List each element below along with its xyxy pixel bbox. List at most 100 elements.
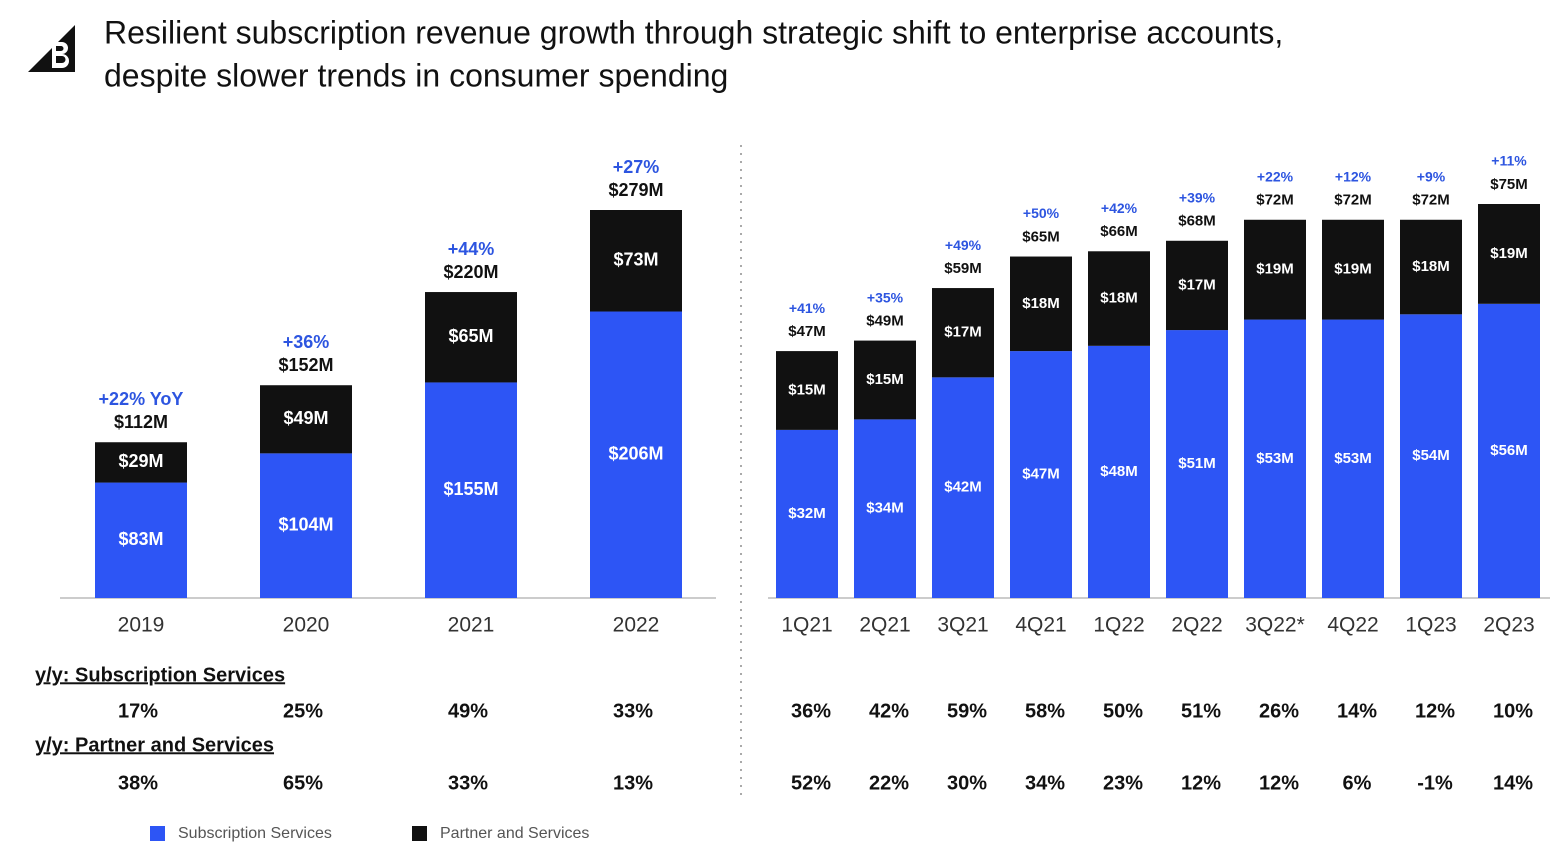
x-tick-label: 2020 bbox=[283, 614, 330, 637]
value-label: $19M bbox=[1334, 261, 1372, 278]
bar-segment bbox=[776, 429, 838, 598]
value-label: $56M bbox=[1490, 442, 1528, 459]
value-label: $206M bbox=[608, 444, 663, 464]
growth-label: +27% bbox=[613, 157, 660, 177]
bar-segment bbox=[1478, 204, 1540, 304]
x-tick-label: 1Q23 bbox=[1405, 614, 1456, 637]
x-tick-label: 1Q21 bbox=[781, 614, 832, 637]
legend-swatch bbox=[412, 826, 427, 841]
value-label: $47M bbox=[1022, 466, 1060, 483]
value-label: $18M bbox=[1412, 258, 1450, 275]
bar-segment bbox=[1166, 330, 1228, 598]
row-value: 10% bbox=[1493, 700, 1533, 722]
total-label: $59M bbox=[944, 260, 982, 277]
value-label: $32M bbox=[788, 505, 826, 522]
x-tick-label: 3Q22* bbox=[1245, 614, 1305, 637]
growth-label: +39% bbox=[1179, 189, 1216, 205]
bar-segment bbox=[260, 385, 352, 454]
growth-label: +41% bbox=[789, 300, 826, 316]
row-value: 14% bbox=[1493, 772, 1533, 794]
row-value: 25% bbox=[283, 700, 323, 722]
bar-segment bbox=[425, 292, 517, 383]
row-value: 59% bbox=[947, 700, 987, 722]
value-label: $17M bbox=[944, 324, 982, 341]
logo bbox=[28, 25, 75, 72]
bar-segment bbox=[932, 288, 994, 378]
value-label: $65M bbox=[448, 326, 493, 346]
row-value: 34% bbox=[1025, 772, 1065, 794]
row-value: 50% bbox=[1103, 700, 1143, 722]
value-label: $53M bbox=[1334, 450, 1372, 467]
total-label: $72M bbox=[1334, 192, 1372, 209]
value-label: $73M bbox=[613, 250, 658, 270]
growth-label: +11% bbox=[1491, 153, 1527, 169]
bar-segment bbox=[590, 311, 682, 598]
growth-label: +42% bbox=[1101, 200, 1138, 216]
row-value: 58% bbox=[1025, 700, 1065, 722]
growth-label: +9% bbox=[1417, 168, 1446, 184]
value-label: $18M bbox=[1022, 295, 1060, 312]
bar-segment bbox=[1088, 345, 1150, 598]
bar-segment bbox=[1322, 219, 1384, 320]
row-value: 12% bbox=[1259, 772, 1299, 794]
bar-segment bbox=[1088, 251, 1150, 346]
x-tick-label: 4Q21 bbox=[1015, 614, 1066, 637]
row-value: 6% bbox=[1343, 772, 1372, 794]
total-label: $112M bbox=[114, 412, 168, 432]
title-line: Resilient subscription revenue growth th… bbox=[104, 14, 1283, 50]
row-label: y/y: Partner and Services bbox=[35, 734, 274, 756]
growth-label: +35% bbox=[867, 289, 904, 305]
x-tick-label: 2021 bbox=[448, 614, 495, 637]
growth-label: +50% bbox=[1023, 205, 1060, 221]
bar-segment bbox=[1400, 314, 1462, 598]
value-label: $155M bbox=[443, 479, 498, 499]
value-label: $34M bbox=[866, 500, 904, 517]
bar-segment bbox=[932, 377, 994, 598]
total-label: $72M bbox=[1256, 192, 1294, 209]
row-value: 36% bbox=[791, 700, 831, 722]
bar-segment bbox=[590, 210, 682, 312]
total-label: $72M bbox=[1412, 192, 1450, 209]
bar-segment bbox=[425, 382, 517, 598]
x-tick-label: 2019 bbox=[118, 614, 165, 637]
row-value: 22% bbox=[869, 772, 909, 794]
total-label: $66M bbox=[1100, 223, 1138, 240]
growth-label: +22% YoY bbox=[99, 389, 184, 409]
value-label: $51M bbox=[1178, 455, 1216, 472]
total-label: $75M bbox=[1490, 176, 1528, 193]
row-value: 14% bbox=[1337, 700, 1377, 722]
value-label: $42M bbox=[944, 479, 982, 496]
total-label: $49M bbox=[866, 313, 904, 330]
row-value: 33% bbox=[613, 700, 653, 722]
row-label: y/y: Subscription Services bbox=[35, 664, 285, 686]
row-value: 65% bbox=[283, 772, 323, 794]
row-value: 30% bbox=[947, 772, 987, 794]
x-tick-label: 4Q22 bbox=[1327, 614, 1378, 637]
bar-segment bbox=[1010, 351, 1072, 598]
value-label: $83M bbox=[118, 529, 163, 549]
row-value: -1% bbox=[1417, 772, 1453, 794]
value-label: $19M bbox=[1490, 245, 1528, 262]
bar-segment bbox=[1010, 256, 1072, 352]
logo-letter bbox=[52, 42, 69, 68]
value-label: $17M bbox=[1178, 276, 1216, 293]
value-label: $15M bbox=[866, 371, 904, 388]
bar-segment bbox=[1478, 303, 1540, 598]
total-label: $220M bbox=[443, 262, 498, 282]
growth-label: +12% bbox=[1335, 168, 1372, 184]
bar-segment bbox=[1400, 219, 1462, 315]
x-tick-label: 2Q22 bbox=[1171, 614, 1222, 637]
row-value: 17% bbox=[118, 700, 158, 722]
row-value: 49% bbox=[448, 700, 488, 722]
value-label: $54M bbox=[1412, 447, 1450, 464]
bar-segment bbox=[776, 351, 838, 430]
value-label: $53M bbox=[1256, 450, 1294, 467]
row-value: 23% bbox=[1103, 772, 1143, 794]
x-tick-label: 3Q21 bbox=[937, 614, 988, 637]
value-label: $104M bbox=[278, 514, 333, 534]
bar-segment bbox=[854, 340, 916, 420]
x-tick-label: 2Q23 bbox=[1483, 614, 1534, 637]
value-label: $18M bbox=[1100, 290, 1138, 307]
row-value: 33% bbox=[448, 772, 488, 794]
bar-segment bbox=[260, 453, 352, 598]
